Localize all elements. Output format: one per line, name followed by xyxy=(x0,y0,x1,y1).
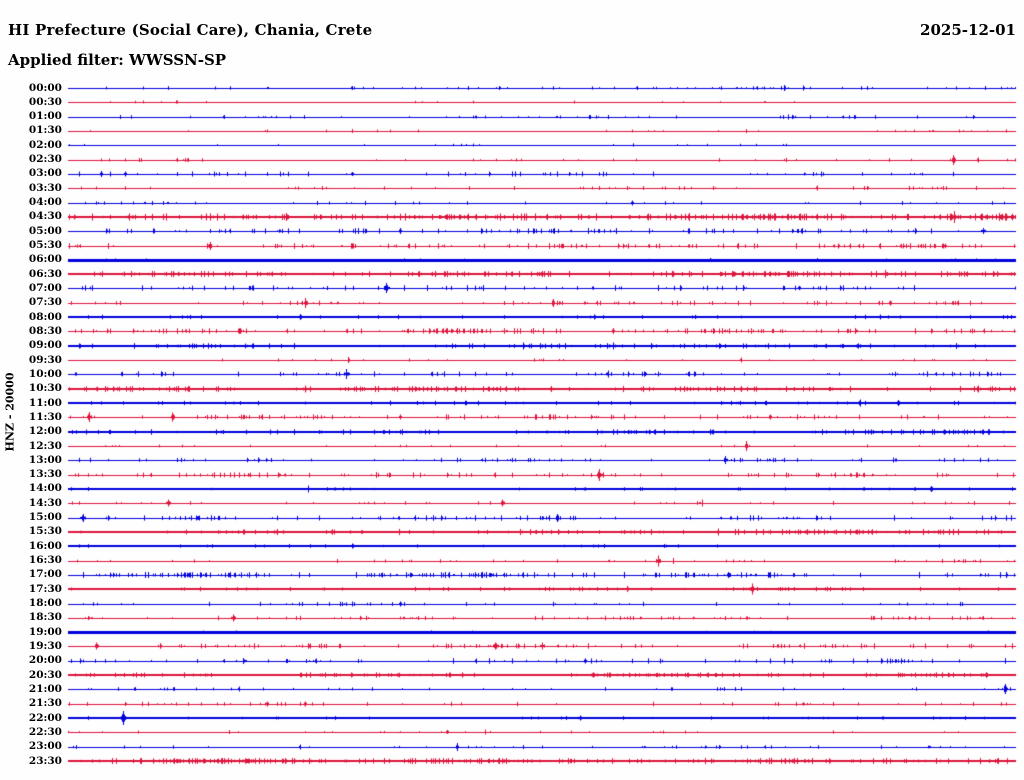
row-time-label: 01:30 xyxy=(28,124,62,137)
row-time-label: 11:30 xyxy=(28,410,62,423)
row-time-label: 04:00 xyxy=(28,196,62,209)
row-time-label: 15:00 xyxy=(28,511,62,524)
filter-label: Applied filter: WWSSN-SP xyxy=(8,51,227,69)
row-time-label: 12:30 xyxy=(28,439,62,452)
row-time-label: 21:00 xyxy=(28,682,62,695)
row-time-label: 09:00 xyxy=(28,339,62,352)
row-time-label: 03:30 xyxy=(28,181,62,194)
row-time-label: 04:30 xyxy=(28,210,62,223)
row-time-label: 22:00 xyxy=(28,711,62,724)
row-time-label: 22:30 xyxy=(28,725,62,738)
row-time-label: 13:30 xyxy=(28,468,62,481)
row-time-label: 02:00 xyxy=(28,138,62,151)
row-time-label: 14:30 xyxy=(28,496,62,509)
row-time-label: 09:30 xyxy=(28,353,62,366)
row-time-label: 10:30 xyxy=(28,382,62,395)
row-time-label: 07:00 xyxy=(28,281,62,294)
row-time-label: 19:30 xyxy=(28,639,62,652)
row-time-label: 08:00 xyxy=(28,310,62,323)
row-time-label: 21:30 xyxy=(28,697,62,710)
row-time-label: 10:00 xyxy=(28,367,62,380)
row-time-label: 16:00 xyxy=(28,539,62,552)
row-time-label: 16:30 xyxy=(28,554,62,567)
date-label: 2025-12-01 xyxy=(920,21,1016,39)
row-time-label: 08:30 xyxy=(28,324,62,337)
row-time-label: 18:30 xyxy=(28,611,62,624)
row-time-label: 12:00 xyxy=(28,425,62,438)
row-time-label: 23:00 xyxy=(28,740,62,753)
page-title: HI Prefecture (Social Care), Chania, Cre… xyxy=(8,21,373,39)
row-time-label: 02:30 xyxy=(28,153,62,166)
row-time-label: 05:30 xyxy=(28,239,62,252)
row-time-label: 17:00 xyxy=(28,568,62,581)
row-time-label: 19:00 xyxy=(28,625,62,638)
row-time-label: 23:30 xyxy=(28,754,62,767)
row-time-label: 11:00 xyxy=(28,396,62,409)
row-time-label: 00:00 xyxy=(28,81,62,94)
row-time-label: 17:30 xyxy=(28,582,62,595)
row-time-label: 06:00 xyxy=(28,253,62,266)
row-time-label: 13:00 xyxy=(28,453,62,466)
row-time-label: 14:00 xyxy=(28,482,62,495)
row-time-label: 05:00 xyxy=(28,224,62,237)
row-time-label: 01:00 xyxy=(28,110,62,123)
row-time-label: 18:00 xyxy=(28,597,62,610)
row-time-label: 03:00 xyxy=(28,167,62,180)
row-time-label: 20:00 xyxy=(28,654,62,667)
row-time-label: 06:30 xyxy=(28,267,62,280)
row-time-label: 07:30 xyxy=(28,296,62,309)
row-time-label: 15:30 xyxy=(28,525,62,538)
row-time-label: 00:30 xyxy=(28,95,62,108)
row-time-label: 20:30 xyxy=(28,668,62,681)
